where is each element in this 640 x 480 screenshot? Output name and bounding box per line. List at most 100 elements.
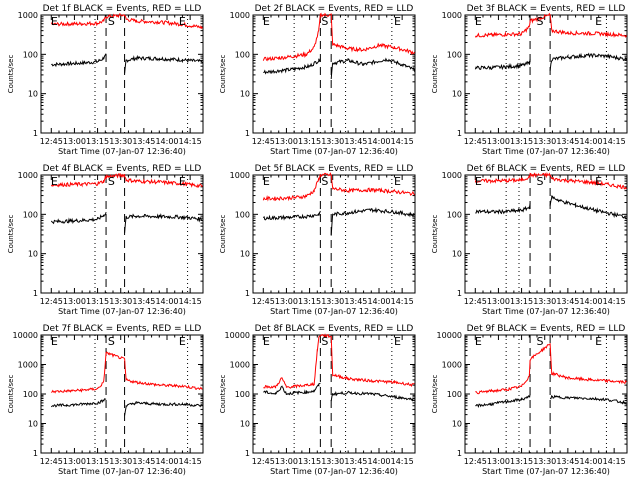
- y-tick-label: 10: [28, 90, 38, 99]
- x-tick-label: 14:15: [391, 297, 414, 306]
- marker-label-e: E: [394, 15, 401, 28]
- events-series-line: [475, 393, 627, 409]
- marker-label-e: E: [475, 15, 482, 28]
- x-axis-label: Start Time (07-Jan-07 12:36:40): [482, 307, 610, 316]
- events-series-line: [50, 211, 203, 233]
- marker-label-s: S: [537, 15, 544, 28]
- lld-series-line: [50, 172, 203, 189]
- x-tick-label: 13:45: [556, 297, 579, 306]
- x-tick-label: 12:45: [464, 137, 487, 146]
- x-tick-label: 13:00: [63, 137, 86, 146]
- x-tick-label: 14:15: [391, 137, 414, 146]
- x-tick-label: 13:15: [86, 457, 109, 466]
- x-tick-label: 13:15: [298, 457, 321, 466]
- x-tick-label: 13:30: [321, 137, 344, 146]
- marker-label-e: E: [595, 335, 602, 348]
- lld-series-line: [263, 333, 415, 389]
- x-tick-label: 13:30: [321, 457, 344, 466]
- x-tick-label: 12:45: [40, 297, 63, 306]
- marker-label-s: S: [108, 335, 115, 348]
- y-axis-label: Counts/sec: [7, 375, 15, 414]
- y-tick-label: 10: [28, 420, 38, 429]
- marker-label-s: S: [537, 175, 544, 188]
- y-tick-label: 100: [235, 50, 250, 59]
- y-tick-label: 1000: [18, 171, 38, 180]
- x-tick-label: 14:15: [179, 297, 202, 306]
- y-tick-label: 10: [452, 250, 462, 259]
- y-axis-label: Counts/sec: [431, 215, 439, 254]
- y-tick-label: 1000: [442, 171, 462, 180]
- x-tick-label: 13:15: [86, 297, 109, 306]
- x-tick-label: 13:00: [63, 457, 86, 466]
- marker-label-e: E: [475, 335, 482, 348]
- y-tick-label: 1: [457, 289, 462, 298]
- x-axis-label: Start Time (07-Jan-07 12:36:40): [58, 307, 186, 316]
- y-tick-label: 100: [447, 210, 462, 219]
- events-series-line: [475, 195, 627, 220]
- y-tick-label: 1000: [18, 11, 38, 20]
- x-axis-label: Start Time (07-Jan-07 12:36:40): [270, 147, 398, 156]
- lld-series-line: [475, 343, 627, 395]
- y-tick-label: 1: [33, 129, 38, 138]
- marker-label-e: E: [595, 15, 602, 28]
- y-axis-label: Counts/sec: [431, 55, 439, 94]
- plot-frame: [464, 334, 628, 454]
- lld-series-line: [474, 171, 627, 190]
- lld-series-line: [262, 12, 415, 62]
- x-tick-label: 12:45: [464, 457, 487, 466]
- y-tick-label: 1000: [442, 361, 462, 370]
- events-series-line: [50, 398, 203, 416]
- marker-label-e: E: [394, 175, 401, 188]
- x-tick-label: 14:00: [155, 457, 178, 466]
- events-series-line: [263, 382, 415, 402]
- y-tick-label: 1000: [230, 11, 250, 20]
- x-tick-label: 14:15: [603, 137, 626, 146]
- y-axis-label: Counts/sec: [219, 375, 227, 414]
- y-tick-label: 1: [33, 449, 38, 458]
- x-tick-label: 14:15: [603, 457, 626, 466]
- x-tick-label: 13:30: [533, 297, 556, 306]
- x-tick-label: 13:00: [63, 297, 86, 306]
- lld-series-line: [474, 12, 627, 39]
- marker-label-e: E: [263, 15, 270, 28]
- y-tick-label: 1: [245, 289, 250, 298]
- y-tick-label: 100: [23, 390, 38, 399]
- x-tick-label: 12:45: [252, 457, 275, 466]
- y-tick-label: 10: [28, 250, 38, 259]
- events-series-line: [51, 53, 203, 74]
- y-tick-label: 10: [240, 250, 250, 259]
- x-tick-label: 13:00: [487, 137, 510, 146]
- y-axis-label: Counts/sec: [219, 55, 227, 94]
- x-tick-label: 13:00: [275, 137, 298, 146]
- chart-panel-2: Det 2f BLACK = Events, RED = LLD 1 10 100 10…: [219, 4, 416, 156]
- events-series-line: [474, 52, 627, 71]
- chart-title: Det 5f BLACK = Events, RED = LLD: [255, 164, 414, 174]
- x-tick-label: 13:30: [109, 457, 132, 466]
- y-tick-label: 10000: [225, 331, 250, 340]
- x-tick-label: 12:45: [40, 137, 63, 146]
- marker-label-e: E: [179, 15, 186, 28]
- marker-label-e: E: [263, 335, 270, 348]
- x-tick-label: 13:45: [344, 137, 367, 146]
- y-tick-label: 10000: [437, 331, 462, 340]
- x-tick-label: 13:45: [132, 457, 155, 466]
- plot-frame: [40, 334, 204, 454]
- y-tick-label: 10: [452, 90, 462, 99]
- y-tick-label: 1: [457, 449, 462, 458]
- x-tick-label: 12:45: [40, 457, 63, 466]
- y-tick-label: 100: [235, 210, 250, 219]
- marker-label-s: S: [537, 335, 544, 348]
- x-tick-label: 13:00: [275, 457, 298, 466]
- marker-label-e: E: [51, 335, 58, 348]
- x-tick-label: 13:45: [132, 137, 155, 146]
- x-tick-label: 14:00: [367, 137, 390, 146]
- chart-title: Det 8f BLACK = Events, RED = LLD: [255, 324, 414, 334]
- y-tick-label: 1: [33, 289, 38, 298]
- x-tick-label: 14:00: [579, 457, 602, 466]
- x-tick-label: 13:00: [275, 297, 298, 306]
- y-tick-label: 1000: [18, 361, 38, 370]
- x-tick-label: 13:45: [556, 457, 579, 466]
- y-tick-label: 100: [23, 50, 38, 59]
- x-tick-label: 12:45: [252, 297, 275, 306]
- marker-label-e: E: [394, 335, 401, 348]
